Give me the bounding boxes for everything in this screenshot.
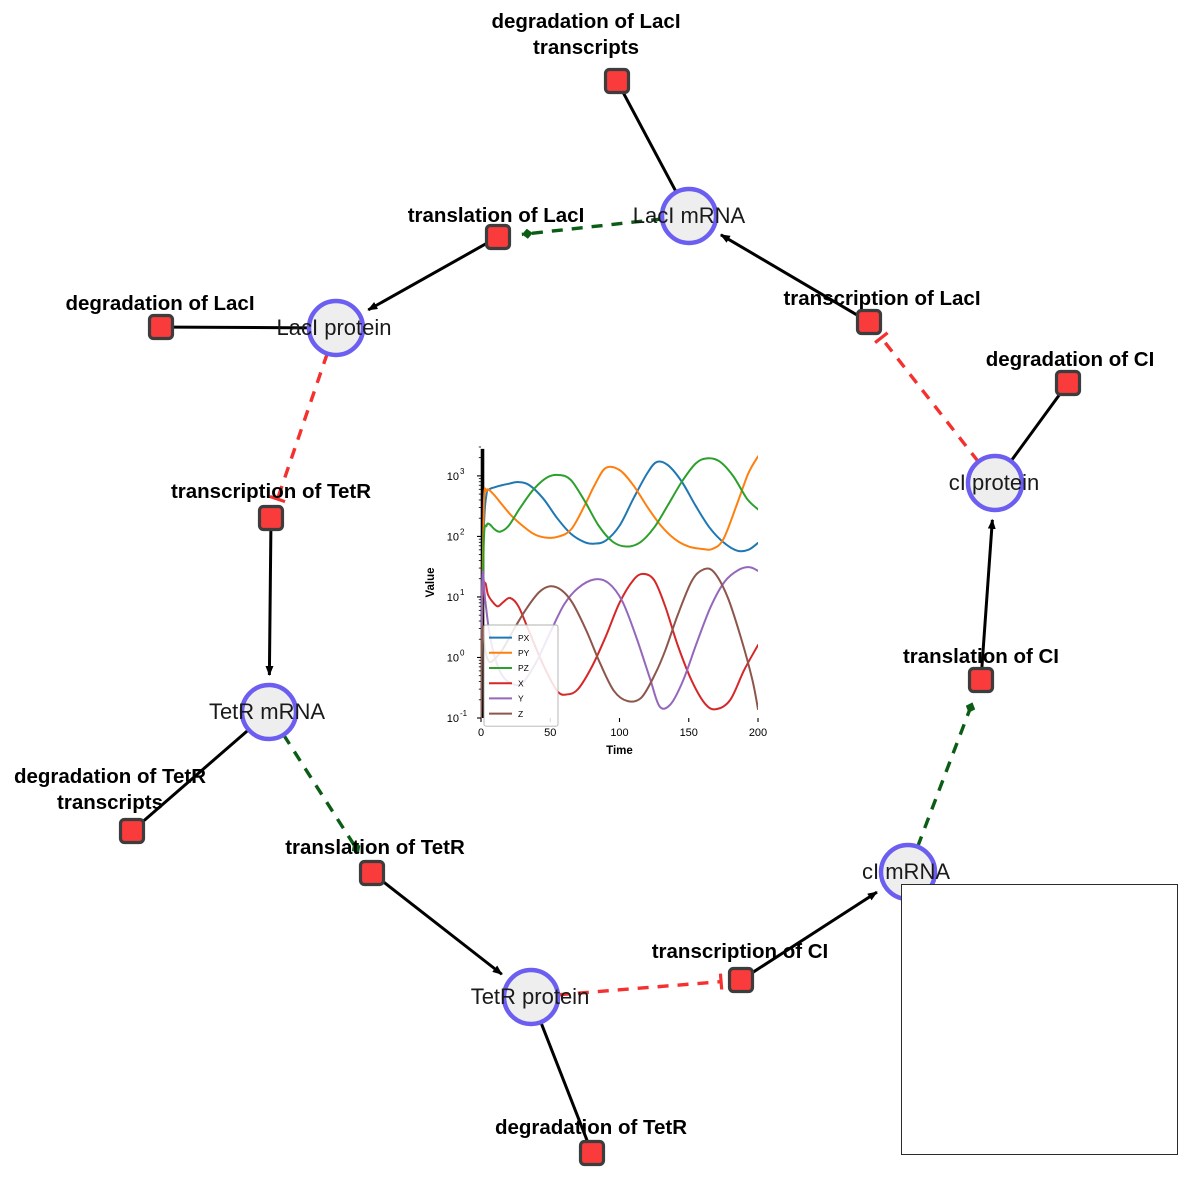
edge-product bbox=[265, 530, 274, 677]
plot-svg: 10 -110 010 110 210 30 50 100 150 200TimeValuePXP… bbox=[425, 446, 767, 757]
reaction-label-deg_laci_transcripts: transcripts bbox=[533, 36, 639, 59]
reaction-node-transcription_tetr[interactable] bbox=[257, 504, 285, 532]
species-label-ci_mrna: cI mRNA bbox=[862, 859, 950, 884]
x-tick-label: 150 bbox=[680, 727, 698, 739]
reaction-node-deg_ci[interactable] bbox=[1054, 369, 1082, 397]
legend-label-Y: Y bbox=[518, 694, 524, 704]
edge-substrate bbox=[621, 91, 678, 193]
y-tick-label: 10 bbox=[447, 592, 459, 604]
reaction-node-translation_tetr[interactable] bbox=[358, 859, 386, 887]
reaction-label-deg_ci: degradation of CI bbox=[986, 348, 1155, 371]
y-tick-exponent: 2 bbox=[460, 527, 465, 536]
x-tick-label: 0 bbox=[478, 727, 484, 739]
y-tick-exponent: 0 bbox=[460, 648, 465, 657]
edge-product bbox=[751, 890, 878, 975]
species-label-ci_protein: cI protein bbox=[949, 470, 1040, 495]
edge-modifier bbox=[282, 733, 361, 854]
reaction-node-deg_tetr[interactable] bbox=[578, 1139, 606, 1167]
reaction-label-translation_ci: translation of CI bbox=[903, 645, 1059, 668]
series-line-PZ bbox=[481, 457, 758, 683]
reaction-label-transcription_laci: transcription of LacI bbox=[783, 287, 980, 310]
y-tick-label: 10 bbox=[447, 471, 459, 483]
reaction-label-transcription_ci: transcription of CI bbox=[652, 940, 829, 963]
y-tick-exponent: 3 bbox=[460, 467, 465, 476]
edge-product bbox=[367, 242, 488, 312]
edge-product bbox=[720, 233, 859, 317]
legend-label-PY: PY bbox=[518, 648, 530, 658]
edge-inhibitor bbox=[874, 331, 980, 463]
reaction-label-deg_tetr_transcripts: transcripts bbox=[57, 791, 163, 814]
reaction-node-transcription_laci[interactable] bbox=[855, 308, 883, 336]
edge-product bbox=[980, 518, 996, 668]
y-tick-label: 10 bbox=[447, 531, 459, 543]
species-node-ci_protein[interactable] bbox=[965, 453, 1025, 513]
legend-label-Z: Z bbox=[518, 709, 523, 719]
reaction-label-deg_tetr_transcripts: degradation of TetR bbox=[14, 765, 206, 788]
y-tick-exponent: 1 bbox=[460, 588, 465, 597]
y-tick-label: 10 bbox=[447, 713, 459, 725]
reaction-node-transcription_ci[interactable] bbox=[727, 966, 755, 994]
node-labels-layer: degradation of LacI transcripts translatio… bbox=[14, 10, 1158, 1139]
reaction-label-deg_laci_transcripts: degradation of LacI bbox=[491, 10, 680, 33]
edge-modifier bbox=[916, 701, 976, 848]
reaction-label-translation_laci: translation of LacI bbox=[408, 204, 585, 227]
edge-inhibitor bbox=[269, 352, 329, 504]
legend-label-PX: PX bbox=[518, 633, 530, 643]
reaction-node-deg_tetr_transcripts[interactable] bbox=[118, 817, 146, 845]
y-tick-label: 10 bbox=[447, 652, 459, 664]
legend-label-X: X bbox=[518, 678, 524, 688]
reaction-label-deg_laci: degradation of LacI bbox=[65, 292, 254, 315]
series-line-X bbox=[481, 572, 758, 718]
series-line-PY bbox=[481, 455, 758, 683]
reaction-node-deg_laci_transcripts[interactable] bbox=[603, 67, 631, 95]
y-tick-exponent: -1 bbox=[460, 709, 468, 718]
inset-timecourse-plot: 10 -1 10 0 10 1 10 2 10 3 0 50 100 150 200 Time Value PX P… bbox=[420, 437, 1178, 1155]
legend-label-PZ: PZ bbox=[518, 663, 529, 673]
species-nodes-layer bbox=[239, 186, 1025, 1027]
edge-substrate bbox=[539, 1021, 589, 1142]
y-axis-title: Value bbox=[425, 567, 437, 597]
edge-substrate bbox=[173, 325, 310, 330]
reaction-node-translation_ci[interactable] bbox=[967, 666, 995, 694]
species-node-laci_protein[interactable] bbox=[306, 298, 366, 358]
reaction-label-transcription_tetr: transcription of TetR bbox=[171, 480, 371, 503]
series-line-PX bbox=[481, 460, 758, 683]
edge-substrate bbox=[1009, 392, 1062, 463]
edge-modifier bbox=[521, 217, 663, 239]
edge-product bbox=[381, 879, 503, 976]
x-tick-label: 50 bbox=[544, 727, 556, 739]
reaction-node-deg_laci[interactable] bbox=[147, 313, 175, 341]
edge-inhibitor bbox=[557, 973, 724, 997]
species-label-laci_mrna: LacI mRNA bbox=[633, 203, 746, 228]
species-node-tetr_protein[interactable] bbox=[501, 967, 561, 1027]
species-label-tetr_mrna: TetR mRNA bbox=[209, 699, 325, 724]
edge-substrate bbox=[140, 728, 250, 824]
species-label-laci_protein: LacI protein bbox=[277, 315, 392, 340]
chart-legend: PX PY PZ XYZ bbox=[483, 624, 559, 727]
reaction-label-translation_tetr: translation of TetR bbox=[285, 836, 465, 859]
species-label-tetr_protein: TetR protein bbox=[471, 984, 590, 1009]
series-layer bbox=[481, 455, 758, 718]
species-node-laci_mrna[interactable] bbox=[659, 186, 719, 246]
x-tick-label: 200 bbox=[749, 727, 767, 739]
plot-frame bbox=[901, 884, 1178, 1155]
x-axis-title: Time bbox=[606, 745, 633, 757]
reaction-label-deg_tetr: degradation of TetR bbox=[495, 1116, 687, 1139]
x-tick-label: 100 bbox=[610, 727, 628, 739]
reaction-node-translation_laci[interactable] bbox=[484, 223, 512, 251]
reaction-nodes-layer bbox=[118, 67, 1082, 1167]
species-node-tetr_mrna[interactable] bbox=[239, 682, 299, 742]
